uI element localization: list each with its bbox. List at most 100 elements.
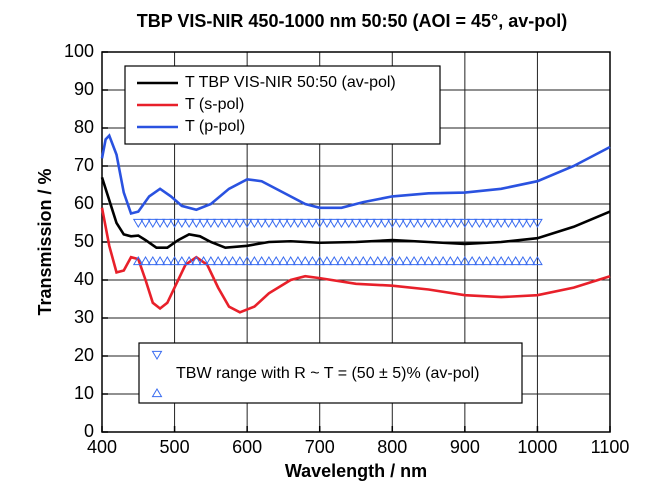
range-marker xyxy=(401,218,413,229)
range-marker xyxy=(452,218,463,229)
range-marker xyxy=(408,218,420,229)
range-marker xyxy=(328,218,340,229)
range-marker xyxy=(183,255,195,266)
range-marker xyxy=(452,255,463,266)
range-marker xyxy=(524,255,536,266)
y-tick-label: 0 xyxy=(84,421,94,441)
range-marker xyxy=(132,218,144,229)
range-marker xyxy=(350,218,362,229)
range-marker xyxy=(270,255,282,266)
range-marker xyxy=(365,255,376,266)
range-marker xyxy=(299,218,311,229)
y-tick-label: 80 xyxy=(74,117,94,137)
range-marker xyxy=(336,255,347,266)
x-tick-label: 700 xyxy=(305,437,335,457)
range-marker xyxy=(532,218,543,229)
range-marker xyxy=(234,255,246,266)
range-marker xyxy=(219,255,231,266)
range-marker xyxy=(198,218,209,229)
range-marker xyxy=(365,218,376,229)
range-marker xyxy=(227,218,239,229)
range-marker xyxy=(161,218,173,229)
x-axis-label: Wavelength / nm xyxy=(285,461,427,481)
y-tick-label: 10 xyxy=(74,383,94,403)
range-marker xyxy=(408,255,420,266)
range-marker xyxy=(169,255,180,266)
x-tick-label: 400 xyxy=(87,437,117,457)
range-marker xyxy=(430,218,442,229)
range-marker xyxy=(459,218,471,229)
series-line xyxy=(100,133,611,216)
range-legend-label: TBW range with R ~ T = (50 ± 5)% (av-pol… xyxy=(176,365,479,382)
legend-label: T (p-pol) xyxy=(185,118,245,135)
range-marker xyxy=(379,218,391,229)
range-marker xyxy=(307,218,318,229)
range-marker xyxy=(503,255,514,266)
range-marker xyxy=(444,255,456,266)
chart-title: TBP VIS-NIR 450-1000 nm 50:50 (AOI = 45°… xyxy=(137,11,568,31)
range-marker xyxy=(140,218,151,229)
x-tick-label: 1100 xyxy=(591,437,630,457)
range-marker xyxy=(372,218,384,229)
range-marker xyxy=(481,255,493,266)
legend-label: T (s-pol) xyxy=(185,96,244,113)
y-tick-label: 70 xyxy=(74,155,94,175)
range-marker xyxy=(212,255,224,266)
range-marker xyxy=(190,255,202,266)
range-marker xyxy=(307,255,318,266)
series-line xyxy=(100,177,611,250)
range-marker xyxy=(292,255,304,266)
range-marker xyxy=(466,218,478,229)
range-marker xyxy=(285,255,297,266)
range-marker xyxy=(379,255,391,266)
range-marker xyxy=(190,218,202,229)
range-marker xyxy=(437,218,449,229)
range-marker xyxy=(147,218,159,229)
range-marker xyxy=(249,255,260,266)
range-marker xyxy=(459,255,471,266)
range-marker xyxy=(249,218,260,229)
y-axis-label: Transmission / % xyxy=(35,168,55,315)
range-marker xyxy=(488,255,500,266)
range-marker xyxy=(292,218,304,229)
range-marker xyxy=(532,255,543,266)
series-line xyxy=(100,207,611,314)
x-tick-label: 500 xyxy=(160,437,190,457)
range-marker xyxy=(256,218,268,229)
y-tick-label: 20 xyxy=(74,345,94,365)
range-marker xyxy=(263,255,275,266)
range-marker xyxy=(401,255,413,266)
range-legend-box xyxy=(138,342,523,404)
range-marker xyxy=(430,255,442,266)
range-marker xyxy=(176,218,188,229)
range-marker xyxy=(473,255,485,266)
y-tick-label: 50 xyxy=(74,231,94,251)
range-marker xyxy=(256,255,268,266)
range-marker xyxy=(423,255,434,266)
range-marker xyxy=(503,218,514,229)
y-tick-label: 60 xyxy=(74,193,94,213)
x-tick-label: 600 xyxy=(232,437,262,457)
range-marker xyxy=(234,218,246,229)
range-marker xyxy=(321,218,333,229)
range-marker xyxy=(495,218,507,229)
range-marker xyxy=(343,218,355,229)
range-marker xyxy=(219,218,231,229)
y-tick-label: 100 xyxy=(64,41,94,61)
range-marker xyxy=(132,255,144,266)
range-marker xyxy=(328,255,340,266)
range-marker xyxy=(278,218,289,229)
range-marker xyxy=(386,218,398,229)
range-marker xyxy=(357,255,369,266)
range-marker xyxy=(198,255,209,266)
plot-frame xyxy=(101,51,611,433)
range-marker xyxy=(205,218,217,229)
range-legend-symbol xyxy=(151,387,163,398)
range-marker xyxy=(314,255,326,266)
range-marker xyxy=(437,255,449,266)
y-tick-label: 40 xyxy=(74,269,94,289)
range-marker xyxy=(278,255,289,266)
legend-label: T TBP VIS-NIR 50:50 (av-pol) xyxy=(185,74,396,91)
range-marker xyxy=(169,218,180,229)
range-marker xyxy=(394,218,405,229)
